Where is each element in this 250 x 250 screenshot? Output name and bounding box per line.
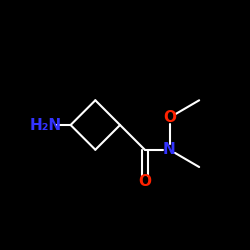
Text: H₂N: H₂N <box>30 118 62 132</box>
Text: O: O <box>163 110 176 125</box>
Text: O: O <box>138 174 151 189</box>
Text: N: N <box>163 142 176 157</box>
